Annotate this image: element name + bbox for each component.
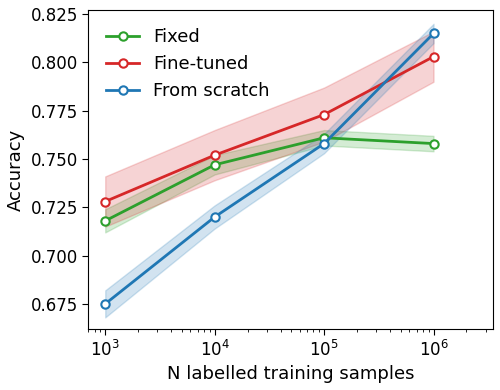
Fixed bbox=[212, 163, 218, 167]
Y-axis label: Accuracy: Accuracy bbox=[7, 129, 25, 211]
Fixed bbox=[321, 135, 327, 140]
From scratch bbox=[102, 301, 108, 306]
Fixed bbox=[430, 141, 436, 146]
X-axis label: N labelled training samples: N labelled training samples bbox=[167, 365, 414, 383]
Fixed bbox=[102, 218, 108, 223]
Line: From scratch: From scratch bbox=[101, 29, 438, 308]
From scratch bbox=[430, 31, 436, 36]
Legend: Fixed, Fine-tuned, From scratch: Fixed, Fine-tuned, From scratch bbox=[98, 20, 279, 110]
Line: Fixed: Fixed bbox=[101, 134, 438, 225]
Fine-tuned bbox=[321, 112, 327, 117]
Fine-tuned bbox=[102, 199, 108, 204]
Line: Fine-tuned: Fine-tuned bbox=[101, 53, 438, 206]
Fine-tuned bbox=[430, 54, 436, 59]
Fine-tuned bbox=[212, 153, 218, 158]
From scratch bbox=[212, 215, 218, 219]
From scratch bbox=[321, 141, 327, 146]
